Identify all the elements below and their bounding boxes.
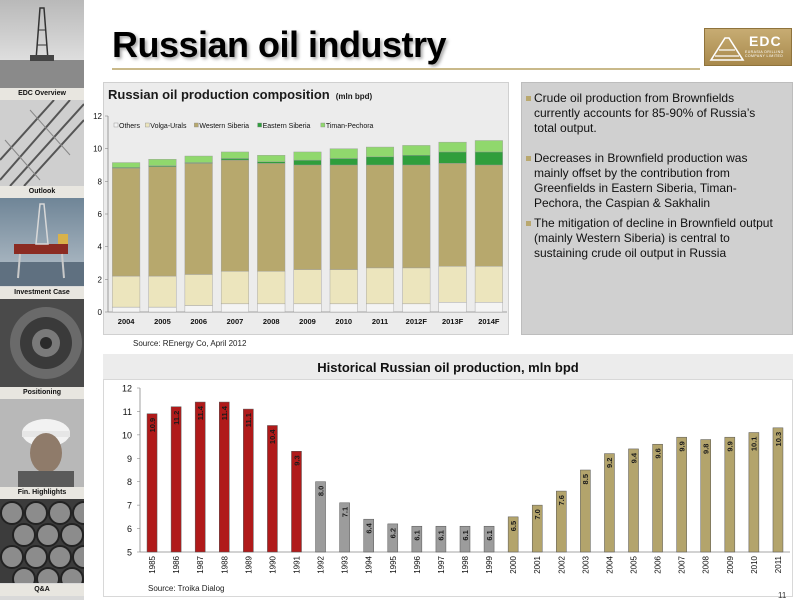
y-tick-label: 12 [93, 112, 102, 121]
y-tick-label: 8 [98, 177, 103, 186]
y-tick-label: 6 [98, 210, 103, 219]
nav-image-pipe-rack [0, 100, 84, 186]
section-navigation: EDC Overview Outlook Investment Case [0, 0, 84, 600]
y-tick-label: 10 [93, 145, 102, 154]
historical-production-source: Source: Troika Dialog [148, 584, 225, 593]
production-composition-unit: (mln bpd) [335, 92, 373, 101]
key-point-text: Decreases in Brownfield production was m… [534, 151, 748, 210]
key-point-2: Decreases in Brownfield production was m… [526, 151, 774, 211]
y-tick-label: 2 [98, 275, 103, 284]
key-point-text: Crude oil production from Brownfields cu… [534, 91, 756, 135]
historical-production-title: Historical Russian oil production, mln b… [317, 360, 579, 375]
nav-image-wellhead [0, 299, 84, 387]
nav-image-oil-worker [0, 399, 84, 487]
nav-item-fin-highlights[interactable]: Fin. Highlights [0, 487, 84, 499]
nav-item-positioning[interactable]: Positioning [0, 387, 84, 399]
nav-item-outlook[interactable]: Outlook [0, 186, 84, 198]
production-composition-title-text: Russian oil production composition [108, 87, 330, 102]
key-point-1: Crude oil production from Brownfields cu… [526, 91, 774, 136]
page-number: 11 [778, 591, 787, 600]
nav-item-qa[interactable]: Q&A [0, 584, 84, 596]
key-point-3: The mitigation of decline in Brownfield … [526, 216, 774, 261]
page-title: Russian oil industry [112, 24, 447, 65]
bullet-square-icon [526, 156, 531, 161]
title-divider [112, 68, 700, 70]
key-points-panel: Crude oil production from Brownfields cu… [521, 82, 793, 335]
nav-image-offshore-rig [0, 198, 84, 286]
nav-item-investment-case[interactable]: Investment Case [0, 287, 84, 299]
historical-production-panel [103, 354, 793, 597]
nav-image-pipes [0, 499, 84, 583]
logo-text: EDC [749, 33, 782, 49]
nav-item-edc-overview[interactable]: EDC Overview [0, 88, 84, 100]
historical-production-title-bar: Historical Russian oil production, mln b… [103, 354, 793, 380]
production-composition-panel [103, 82, 509, 335]
logo-subtext: EURASIA DRILLING COMPANY LIMITED [745, 50, 784, 58]
key-point-text: The mitigation of decline in Brownfield … [534, 216, 773, 260]
logo-mark-icon [709, 37, 745, 61]
bullet-square-icon [526, 221, 531, 226]
production-composition-source: Source: REnergy Co, April 2012 [133, 339, 247, 348]
bullet-square-icon [526, 96, 531, 101]
y-tick-label: 0 [98, 308, 103, 317]
production-composition-title: Russian oil production composition (mln b… [108, 87, 372, 102]
company-logo: EDC EURASIA DRILLING COMPANY LIMITED [704, 28, 792, 66]
y-tick-label: 4 [98, 243, 103, 252]
nav-image-drilling-rig [0, 0, 84, 88]
